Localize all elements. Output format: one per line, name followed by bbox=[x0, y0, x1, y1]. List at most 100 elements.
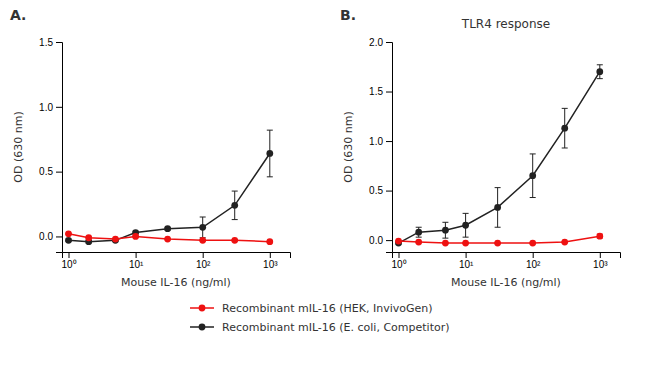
tick-mark bbox=[203, 252, 204, 258]
tick-mark bbox=[386, 42, 392, 43]
legend-marker bbox=[199, 324, 206, 331]
point bbox=[462, 222, 469, 229]
series-line bbox=[69, 234, 270, 242]
tick-mark bbox=[69, 252, 70, 258]
tick: 10³ bbox=[263, 252, 278, 270]
point bbox=[199, 224, 206, 231]
error-bar bbox=[597, 65, 603, 79]
tick-mark bbox=[386, 240, 392, 241]
point bbox=[164, 225, 171, 232]
point bbox=[231, 202, 238, 209]
tick: 10⁰ bbox=[391, 252, 406, 270]
point bbox=[65, 230, 72, 237]
point bbox=[112, 236, 119, 243]
tick-mark bbox=[56, 172, 62, 173]
point bbox=[494, 204, 501, 211]
point bbox=[442, 240, 449, 247]
tick: 1.0 bbox=[369, 136, 392, 147]
point bbox=[395, 238, 402, 245]
tick-mark bbox=[386, 92, 392, 93]
tick-mark bbox=[386, 141, 392, 142]
legend-label: Recombinant mIL-16 (E. coli, Competitor) bbox=[222, 321, 450, 334]
series bbox=[65, 130, 273, 245]
error-bar bbox=[416, 227, 422, 237]
point bbox=[529, 240, 536, 247]
tick: 10² bbox=[526, 252, 541, 270]
axis-line bbox=[386, 43, 393, 253]
error-bar bbox=[232, 191, 238, 220]
series bbox=[395, 65, 603, 247]
legend-item: Recombinant mIL-16 (E. coli, Competitor) bbox=[190, 321, 450, 334]
panel: 10⁰ 10¹ 10² 10³ 0.0 0.5 1.0 1.5 Mouse IL-16 (ng/… bbox=[10, 7, 291, 289]
point bbox=[415, 239, 422, 246]
error-bar bbox=[495, 188, 501, 228]
tick-label: 0.5 bbox=[369, 185, 383, 196]
y-axis: 0.0 0.5 1.0 1.5 bbox=[39, 37, 62, 253]
tick-mark bbox=[136, 252, 137, 258]
tick-label: 1.0 bbox=[369, 136, 383, 147]
tick-label: 10⁰ bbox=[391, 259, 406, 270]
legend-label: Recombinant mIL-16 (HEK, InvivoGen) bbox=[222, 302, 433, 315]
series-line bbox=[399, 72, 600, 243]
legend-item: Recombinant mIL-16 (HEK, InvivoGen) bbox=[190, 302, 433, 315]
y-axis-title: OD (630 nm) bbox=[12, 111, 25, 182]
error-bar bbox=[442, 222, 448, 238]
point bbox=[596, 233, 603, 240]
point bbox=[266, 150, 273, 157]
tick-label: 10⁰ bbox=[61, 259, 76, 270]
chart-title: TLR4 response bbox=[461, 17, 550, 31]
tick: 10¹ bbox=[459, 252, 474, 270]
tick-mark bbox=[533, 252, 534, 258]
tick-label: 10³ bbox=[593, 259, 608, 270]
x-axis-title: Mouse IL-16 (ng/ml) bbox=[451, 276, 561, 289]
tick-mark bbox=[399, 252, 400, 258]
point bbox=[442, 227, 449, 234]
point bbox=[199, 237, 206, 244]
tick-label: 1.5 bbox=[39, 37, 53, 48]
panel: 10⁰10¹10²10³0.00.51.01.52.0Mouse IL-16 (… bbox=[340, 7, 621, 289]
point bbox=[65, 237, 72, 244]
tick-label: 10² bbox=[526, 259, 541, 270]
error-bar bbox=[463, 213, 469, 237]
plot-area bbox=[65, 130, 273, 245]
point bbox=[231, 237, 238, 244]
tick-label: 1.0 bbox=[39, 102, 53, 113]
y-axis-title: OD (630 nm) bbox=[342, 111, 355, 182]
panel-label: A. bbox=[10, 7, 26, 23]
tick-label: 10³ bbox=[263, 259, 278, 270]
tick: 1.5 bbox=[39, 37, 62, 48]
point bbox=[561, 125, 568, 132]
x-axis-title: Mouse IL-16 (ng/ml) bbox=[121, 276, 231, 289]
axis-line bbox=[393, 253, 621, 259]
point bbox=[164, 236, 171, 243]
x-axis: 10⁰ 10¹ 10² 10³ bbox=[391, 252, 620, 270]
error-bar bbox=[200, 217, 206, 238]
tick: 1.0 bbox=[39, 102, 62, 113]
point bbox=[494, 240, 501, 247]
tick-label: 2.0 bbox=[369, 37, 383, 48]
tick: 0.5 bbox=[39, 166, 62, 177]
tick: 10² bbox=[196, 252, 211, 270]
point bbox=[462, 240, 469, 247]
tick-label: 0.5 bbox=[39, 166, 53, 177]
point bbox=[529, 172, 536, 179]
tick-label: 0.0 bbox=[39, 231, 53, 242]
legend: Recombinant mIL-16 (HEK, InvivoGen) Recom… bbox=[190, 302, 450, 334]
tick-mark bbox=[600, 252, 601, 258]
tick-mark bbox=[466, 252, 467, 258]
tick-mark bbox=[270, 252, 271, 258]
error-bar bbox=[562, 108, 568, 148]
point bbox=[266, 238, 273, 245]
x-axis: 10⁰ 10¹ 10² 10³ bbox=[61, 252, 290, 270]
tick-mark bbox=[56, 236, 62, 237]
tick-label: 10¹ bbox=[459, 259, 474, 270]
tick-label: 1.5 bbox=[369, 86, 383, 97]
series bbox=[395, 233, 603, 247]
tick: 10⁰ bbox=[61, 252, 76, 270]
tick: 0.0 bbox=[39, 231, 62, 242]
panel-label: B. bbox=[340, 7, 356, 23]
series-line bbox=[69, 153, 270, 241]
axis-line bbox=[63, 253, 291, 259]
tick: 2.0 bbox=[369, 37, 392, 48]
tick-label: 10¹ bbox=[129, 259, 144, 270]
